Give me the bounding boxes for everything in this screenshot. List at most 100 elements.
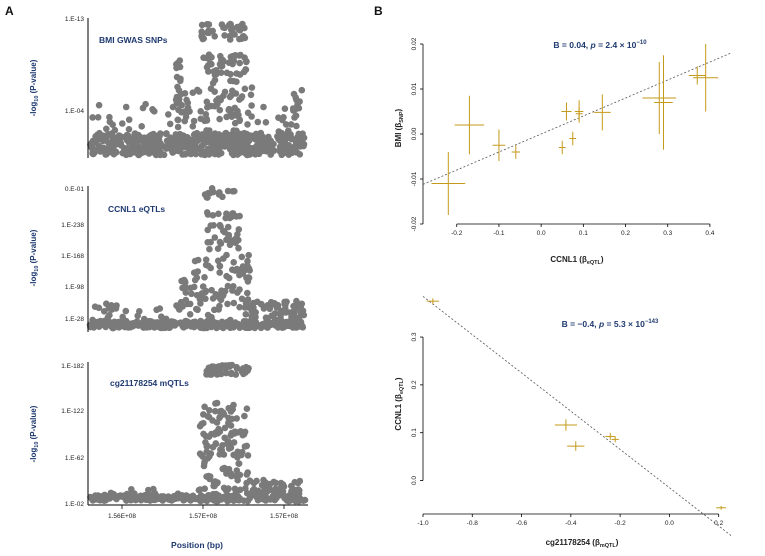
- bmi-point: [218, 56, 225, 64]
- bmi-point: [119, 120, 126, 127]
- eqtl-point: [246, 267, 253, 274]
- eqtl-point: [239, 270, 247, 277]
- eqtl-point: [244, 289, 251, 297]
- eqtl-point: [224, 282, 232, 290]
- bmi-point: [178, 109, 185, 116]
- bmi-point: [203, 117, 211, 124]
- mr1-xtick-label: 0.1: [579, 230, 588, 237]
- eqtl-point: [234, 289, 241, 296]
- eqtl-point: [267, 298, 275, 306]
- mqtl-point: [233, 365, 241, 372]
- mqtl-point: [220, 494, 228, 501]
- bmi-point: [222, 142, 230, 149]
- bmi-point: [241, 34, 249, 42]
- bmi-point: [296, 98, 303, 105]
- bmi-point: [177, 137, 185, 145]
- mqtl-point: [224, 439, 231, 447]
- mqtl-point: [297, 495, 304, 503]
- eqtl-point: [193, 274, 201, 282]
- mr1-xtick-label: 0.3: [663, 230, 672, 237]
- mr1-ytick-label: 0.02: [411, 37, 418, 50]
- eqtl-point: [202, 295, 209, 303]
- bmi-point: [202, 111, 210, 118]
- eqtl-point: [230, 299, 238, 307]
- mr1-point: [561, 102, 572, 121]
- eqtl-point: [252, 309, 259, 316]
- eqtl-point: [202, 288, 209, 296]
- mqtl-point: [235, 460, 242, 467]
- mqtl-point: [113, 495, 120, 503]
- bmi-point: [145, 140, 153, 148]
- bmi-point: [213, 134, 221, 142]
- mqtl-point: [218, 446, 226, 454]
- mqtl-point: [145, 486, 152, 494]
- mr1-point: [558, 140, 566, 155]
- bmi-point: [184, 137, 191, 145]
- bmi-point: [287, 121, 295, 128]
- bmi-point: [125, 132, 132, 140]
- eqtl-point: [274, 301, 282, 309]
- bmi-point: [184, 99, 192, 107]
- mr1-point: [431, 152, 466, 215]
- bmi-point: [228, 92, 235, 99]
- mqtl-point: [270, 478, 278, 486]
- bmi-point: [93, 133, 100, 140]
- mqtl-point: [212, 440, 220, 447]
- eqtl-point: [190, 269, 198, 277]
- bmi-point: [142, 145, 149, 152]
- panel-letter-a: A: [5, 4, 14, 18]
- mqtl-point: [203, 371, 210, 378]
- eqtl-point: [209, 295, 217, 302]
- eqtl-point: [182, 289, 190, 296]
- bmi-point: [167, 134, 174, 141]
- bmi-point: [142, 100, 149, 108]
- bmi-point: [177, 90, 185, 98]
- eqtl-point: [182, 296, 190, 304]
- mqtl-xtick-3: 1.57E+08: [270, 513, 298, 520]
- mr2-fit-line: [422, 296, 732, 536]
- bmi-point: [241, 54, 248, 61]
- eqtl-point: [104, 314, 112, 321]
- mqtl-point: [211, 407, 219, 415]
- eqtl-point: [239, 323, 246, 330]
- eqtl-point: [238, 295, 246, 303]
- eqtl-point: [162, 315, 170, 323]
- eqtl-point: [202, 256, 210, 264]
- eqtl-point: [236, 212, 243, 220]
- eqtl-ytick-3: 1.E-168: [61, 253, 84, 260]
- bmi-point: [125, 126, 133, 133]
- mqtl-point: [205, 413, 213, 421]
- mqtl-ytick-3: 1.E-62: [65, 455, 85, 462]
- bmi-point: [127, 137, 135, 145]
- mqtl-point: [206, 407, 213, 414]
- eqtl-point: [89, 316, 96, 324]
- eqtl-point: [216, 302, 223, 310]
- mr2-ytick-label: 0.3: [411, 332, 418, 341]
- mqtl-ytick-4: 1.E-02: [65, 501, 85, 508]
- bmi-point: [88, 139, 96, 147]
- bmi-point: [264, 138, 271, 145]
- eqtl-point: [197, 317, 204, 325]
- bmi-point: [103, 145, 110, 153]
- bmi-point: [239, 131, 247, 138]
- bmi-point: [205, 68, 212, 75]
- mqtl-point: [174, 490, 182, 498]
- mr1-point: [454, 95, 485, 155]
- bmi-point: [230, 140, 238, 147]
- eqtl-point: [133, 318, 140, 326]
- mqtl-point: [197, 451, 205, 459]
- mqtl-point: [231, 485, 239, 493]
- eqtl-point: [216, 238, 224, 246]
- bmi-point: [186, 108, 193, 115]
- mqtl-point: [200, 411, 207, 418]
- mqtl-point: [226, 494, 233, 502]
- mqtl-ytick-2: 1.E-122: [61, 408, 84, 415]
- eqtl-plot-title: CCNL1 eQTLs: [108, 204, 165, 214]
- mqtl-manhattan-plot: 1.E-182 1.E-122 1.E-62 1.E-02 1.56E+08 1…: [29, 361, 309, 550]
- eqtl-manhattan-points: [86, 185, 308, 332]
- bmi-point: [238, 142, 246, 150]
- eqtl-point: [227, 316, 234, 324]
- eqtl-point: [221, 228, 228, 236]
- eqtl-point: [181, 279, 189, 287]
- bmi-point: [174, 123, 182, 131]
